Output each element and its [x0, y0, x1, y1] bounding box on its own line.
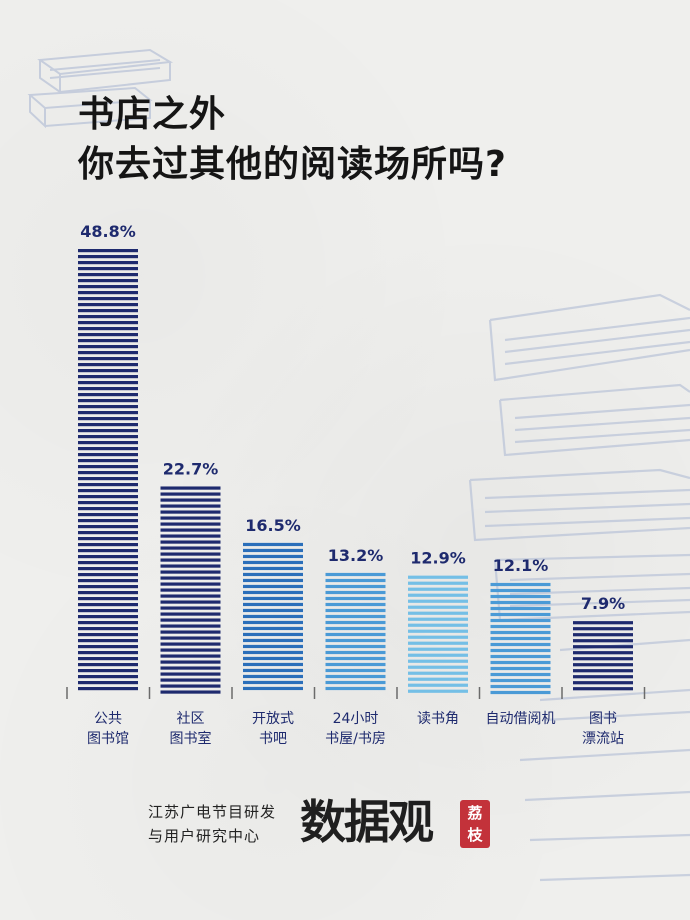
category-label-0: 公共	[94, 711, 122, 727]
category-label-1: 社区	[177, 711, 205, 727]
value-label-6: 7.9%	[581, 594, 625, 613]
category-label-2: 开放式	[252, 711, 294, 727]
value-label-1: 22.7%	[163, 459, 219, 478]
bar-5	[490, 582, 551, 695]
value-label-5: 12.1%	[493, 556, 549, 575]
bar-6	[573, 621, 633, 691]
category-label-6: 图书	[589, 711, 617, 727]
brand-logo: 数据观	[300, 795, 434, 849]
source-line-1: 江苏广电节目研发	[148, 803, 277, 821]
value-label-3: 13.2%	[328, 546, 384, 565]
category-label-2: 书吧	[259, 731, 287, 747]
value-label-2: 16.5%	[245, 516, 301, 535]
source-credit: 江苏广电节目研发 与用户研究中心	[148, 800, 276, 848]
bar-3	[325, 572, 386, 691]
category-label-4: 读书角	[417, 710, 459, 727]
category-label-3: 书屋/书房	[325, 731, 386, 747]
page-title: 书店之外 你去过其他的阅读场所吗?	[78, 90, 507, 190]
category-label-1: 图书室	[170, 730, 212, 747]
category-label-0: 图书馆	[87, 731, 129, 747]
value-label-4: 12.9%	[410, 549, 466, 568]
category-label-6: 漂流站	[582, 731, 624, 747]
value-label-0: 48.8%	[80, 222, 136, 241]
category-label-3: 24小时	[333, 711, 379, 727]
bar-1	[160, 486, 221, 694]
category-label-5: 自动借阅机	[486, 711, 556, 727]
brand-seal: 荔枝	[460, 800, 490, 848]
source-line-2: 与用户研究中心	[148, 827, 261, 845]
bar-0	[78, 249, 138, 691]
title-line-1: 书店之外	[78, 94, 227, 135]
bar-2	[243, 542, 303, 691]
title-line-2: 你去过其他的阅读场所吗?	[78, 144, 507, 185]
bar-4	[408, 575, 468, 693]
